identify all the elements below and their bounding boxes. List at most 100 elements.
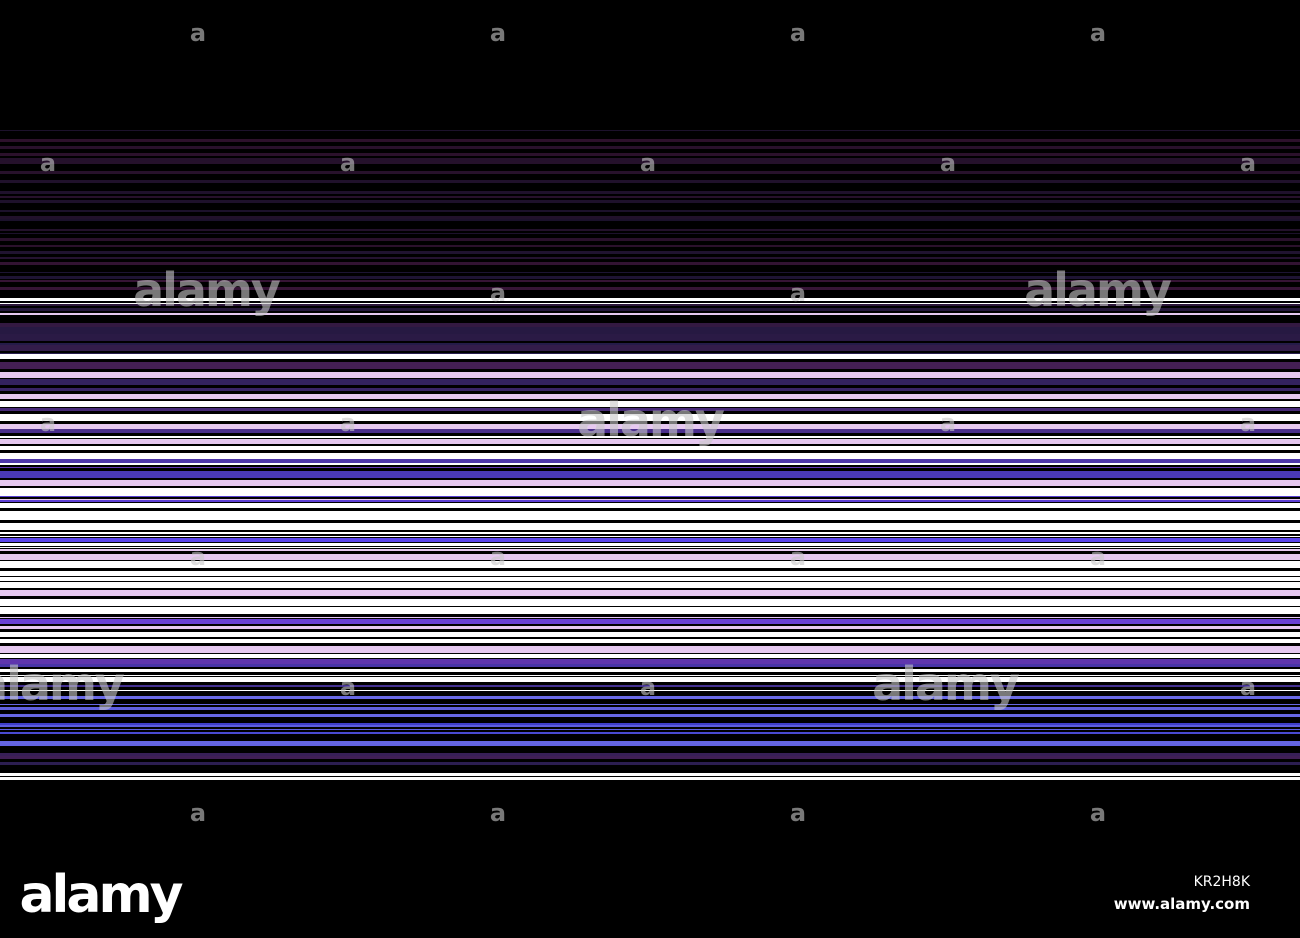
stripe [0, 675, 1300, 676]
watermark-a: a [790, 799, 806, 827]
stripe [0, 646, 1300, 653]
watermark-a: a [490, 799, 506, 827]
watermark-a: a [640, 673, 656, 701]
stripe [0, 216, 1300, 219]
stripe [0, 323, 1300, 327]
stripe [0, 276, 1300, 279]
stripe [0, 753, 1300, 756]
stripe [0, 543, 1300, 546]
watermark-a: a [790, 279, 806, 307]
stripe [0, 308, 1300, 311]
stripe [0, 463, 1300, 465]
stripe [0, 251, 1300, 254]
stripe [0, 607, 1300, 614]
watermark-a: a [640, 149, 656, 177]
stripe [0, 664, 1300, 667]
stripe [0, 139, 1300, 142]
stripe [0, 549, 1300, 551]
stripe [0, 219, 1300, 221]
stripe [0, 287, 1300, 290]
stripe [0, 146, 1300, 149]
watermark-a: a [190, 19, 206, 47]
stripe [0, 619, 1300, 624]
stripe [0, 677, 1300, 682]
stripe [0, 523, 1300, 530]
watermark-a: a [340, 149, 356, 177]
stripe [0, 561, 1300, 568]
stripe [0, 343, 1300, 345]
stripe [0, 414, 1300, 421]
stripe [0, 303, 1300, 304]
image-id: KR2H8K [1194, 874, 1251, 890]
stripe [0, 280, 1300, 282]
stripe [0, 394, 1300, 399]
watermark-a: a [1240, 149, 1256, 177]
stripe [0, 714, 1300, 717]
stripe [0, 354, 1300, 359]
stripe [0, 554, 1300, 560]
stripe [0, 439, 1300, 444]
watermark-a: a [490, 543, 506, 571]
stripe [0, 690, 1300, 691]
stripe [0, 744, 1300, 746]
stripe [0, 762, 1300, 765]
stripe [0, 773, 1300, 776]
stripe [0, 158, 1300, 161]
watermark-word: alamy [133, 263, 281, 317]
stripe [0, 467, 1300, 468]
stripe [0, 632, 1300, 637]
stripe [0, 599, 1300, 606]
stripe [0, 171, 1300, 174]
stripe [0, 659, 1300, 664]
logo: alamy [19, 865, 182, 925]
stripe [0, 725, 1300, 727]
watermark-a: a [40, 409, 56, 437]
watermark-a: a [1090, 543, 1106, 571]
watermark-a: a [940, 409, 956, 437]
stripe [0, 471, 1300, 478]
stripe [0, 756, 1300, 759]
stripe [0, 547, 1300, 548]
stripe [0, 577, 1300, 581]
stripe [0, 496, 1300, 497]
stripe [0, 503, 1300, 508]
stripe [0, 200, 1300, 203]
stripe [0, 488, 1300, 495]
stripe [0, 696, 1300, 699]
stripe [0, 210, 1300, 212]
watermark-a: a [1090, 799, 1106, 827]
stripe [0, 446, 1300, 450]
stripe [0, 499, 1300, 500]
stripe [0, 313, 1300, 315]
stripe [0, 495, 1300, 496]
stripe [0, 327, 1300, 334]
stripe [0, 511, 1300, 514]
stripe [0, 153, 1300, 156]
stripe [0, 732, 1300, 734]
stripe [0, 401, 1300, 407]
stripe [0, 707, 1300, 710]
stripe [0, 362, 1300, 369]
stripe [0, 353, 1300, 354]
stripe [0, 480, 1300, 486]
stripe [0, 334, 1300, 341]
watermark-a: a [940, 149, 956, 177]
stripe [0, 257, 1300, 259]
watermark-a: a [340, 673, 356, 701]
stripe [0, 723, 1300, 725]
url: www.alamy.com [1114, 895, 1250, 913]
stripe [0, 729, 1300, 730]
stripe [0, 272, 1300, 273]
stripe [0, 436, 1300, 438]
watermark-a: a [490, 19, 506, 47]
stripe [0, 233, 1300, 234]
stripe [0, 459, 1300, 463]
stripe [0, 453, 1300, 459]
stripe [0, 245, 1300, 247]
stripe [0, 639, 1300, 643]
stripe [0, 500, 1300, 502]
watermark-a: a [190, 799, 206, 827]
